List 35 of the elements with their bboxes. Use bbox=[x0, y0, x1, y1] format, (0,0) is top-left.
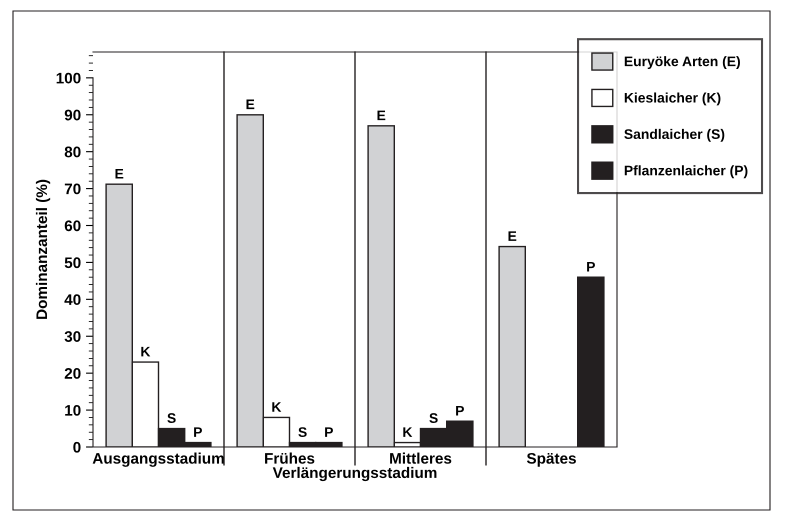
y-tick-label: 70 bbox=[64, 183, 81, 194]
y-axis-title: Dominanzanteil (%) bbox=[36, 180, 50, 319]
x-tick-label: Spätes bbox=[526, 452, 576, 467]
data-label: K bbox=[403, 427, 412, 437]
data-label: K bbox=[272, 402, 282, 412]
legend-label: Sandlaicher (S) bbox=[624, 128, 724, 142]
data-label: P bbox=[587, 262, 595, 272]
x-tick-label: Mittleres bbox=[390, 452, 452, 464]
data-label: E bbox=[377, 110, 386, 120]
data-label: E bbox=[246, 100, 254, 110]
data-label: P bbox=[456, 406, 464, 416]
y-tick-label: 30 bbox=[64, 331, 81, 342]
x-axis-title: Verlängerungsstadium bbox=[272, 466, 436, 482]
y-tick-label: 50 bbox=[64, 257, 81, 268]
x-tick-label: Ausgangsstadium bbox=[92, 452, 224, 467]
y-tick-label: 20 bbox=[64, 368, 81, 379]
y-tick-label: 10 bbox=[65, 404, 81, 416]
data-label: S bbox=[167, 413, 176, 424]
data-label: S bbox=[298, 427, 307, 438]
y-tick-label: 80 bbox=[64, 146, 81, 158]
legend-label: Pflanzenlaicher (P) bbox=[624, 165, 748, 178]
y-tick-label: 90 bbox=[64, 110, 81, 120]
data-label: K bbox=[141, 346, 150, 356]
data-label: E bbox=[508, 231, 516, 241]
y-tick-label: 0 bbox=[73, 442, 81, 453]
legend-label: Euryöke Arten (E) bbox=[624, 56, 740, 70]
data-label: P bbox=[194, 427, 202, 437]
data-label: S bbox=[429, 413, 438, 424]
y-tick-label: 100 bbox=[56, 72, 81, 84]
y-tick-label: 40 bbox=[64, 294, 81, 306]
data-label: P bbox=[325, 427, 333, 437]
x-tick-label: Frühes bbox=[265, 452, 314, 464]
y-tick-label: 60 bbox=[64, 220, 81, 232]
legend-label: Kieslaicher (K) bbox=[624, 92, 720, 106]
data-label: E bbox=[115, 168, 124, 178]
